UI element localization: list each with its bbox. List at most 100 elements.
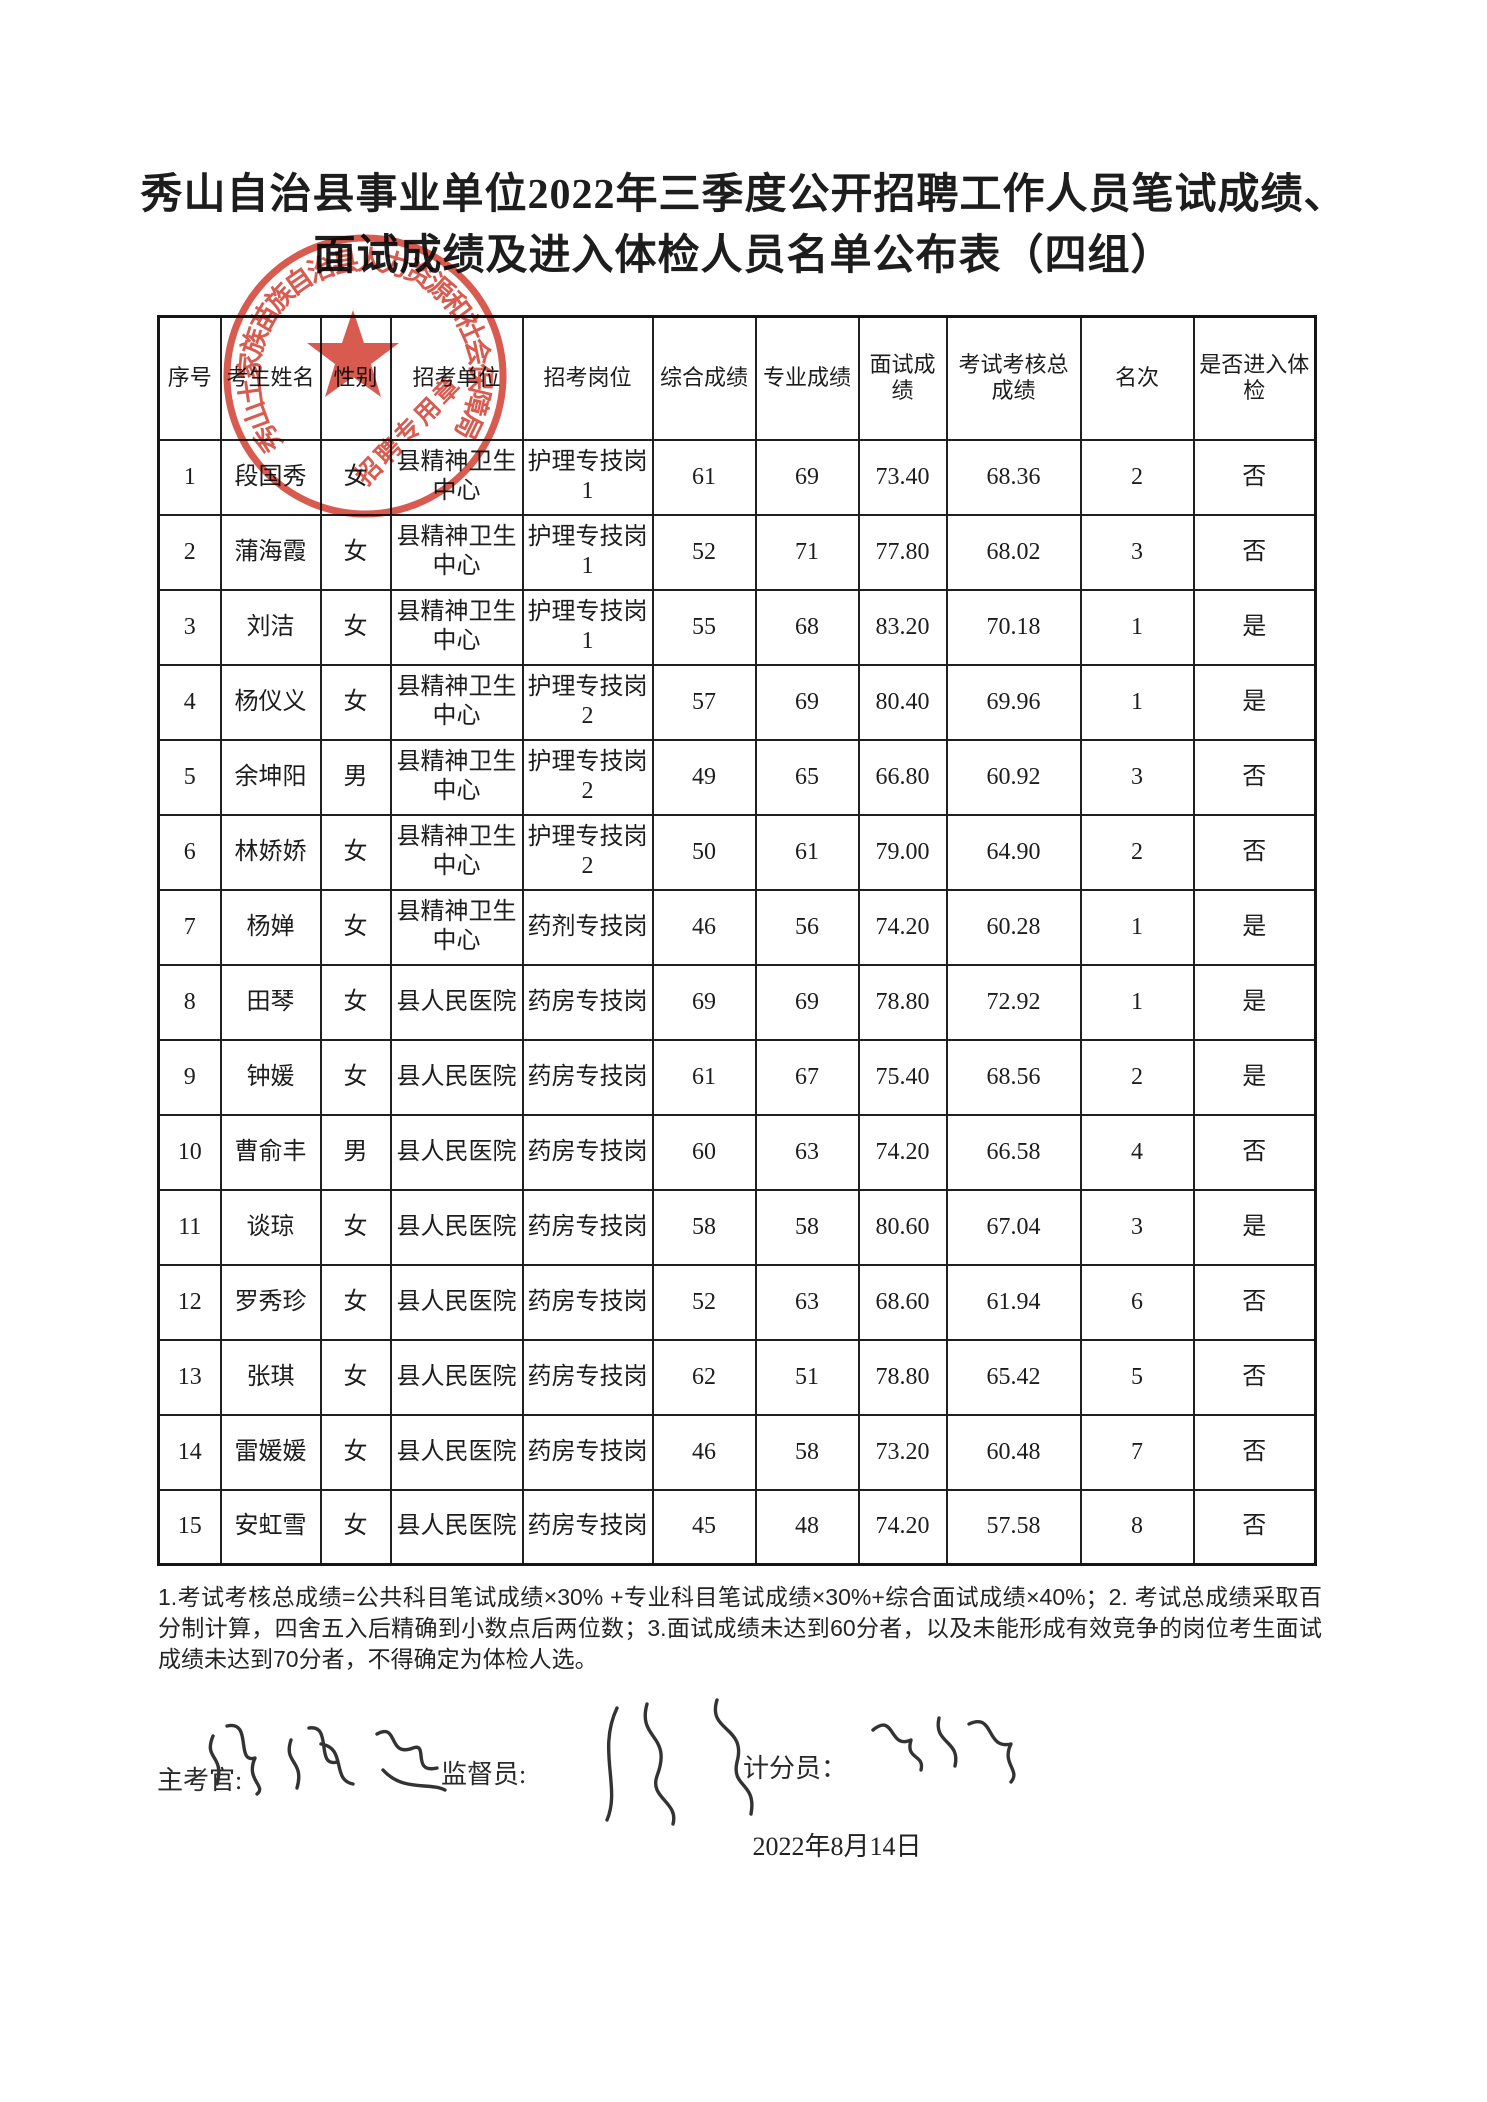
cell-recruiting-position: 护理专技岗1: [521, 513, 654, 591]
official-seal-stamp: 秀山土家族苗族自治县人力资源和社会保障局 招聘专用章: [223, 234, 507, 518]
column-header-interview-score: 面试成绩: [857, 315, 948, 441]
cell-gender: 女: [319, 1038, 392, 1116]
table-row: 6 林娇娇女县精神卫生中心 护理专技岗2 50 61 79.00 64.90 2 否: [157, 813, 1317, 891]
column-header-rank: 名次: [1079, 315, 1195, 441]
cell-gender: 女: [319, 1488, 392, 1566]
cell-interview-score: 80.60: [857, 1188, 948, 1266]
cell-candidate-name: 雷媛媛: [219, 1413, 322, 1491]
cell-gender: 女: [319, 888, 392, 966]
cell-rank: 3: [1079, 738, 1195, 816]
chief-examiner-signature: [208, 1723, 447, 1796]
cell-index: 4: [157, 663, 222, 741]
cell-index: 10: [157, 1113, 222, 1191]
cell-recruiting-unit: 县人民医院: [389, 1338, 524, 1416]
cell-enter-physical-exam: 是: [1192, 588, 1317, 666]
table-row: 15 安虹雪女县人民医院 药房专技岗 45 48 74.20 57.58 8 否: [157, 1488, 1317, 1566]
cell-recruiting-position: 药房专技岗: [521, 1113, 654, 1191]
cell-interview-score: 79.00: [857, 813, 948, 891]
cell-comprehensive-score: 61: [651, 1038, 757, 1116]
cell-interview-score: 74.20: [857, 1113, 948, 1191]
cell-enter-physical-exam: 否: [1192, 1113, 1317, 1191]
cell-total-assessment-score: 64.90: [945, 813, 1082, 891]
seal-ring: [223, 234, 507, 518]
table-row: 7 杨婵女县精神卫生中心 药剂专技岗 46 56 74.20 60.28 1 是: [157, 888, 1317, 966]
chief-examiner-label: 主考官:: [157, 1766, 243, 1795]
cell-comprehensive-score: 49: [651, 738, 757, 816]
supervisor-label: 监督员:: [441, 1760, 527, 1789]
cell-recruiting-position: 药房专技岗: [521, 1263, 654, 1341]
signature-area: 主考官: 监督员: 计分员：: [157, 1688, 1327, 1858]
cell-candidate-name: 蒲海霞: [219, 513, 322, 591]
cell-comprehensive-score: 61: [651, 438, 757, 516]
cell-recruiting-position: 药房专技岗: [521, 963, 654, 1041]
cell-rank: 7: [1079, 1413, 1195, 1491]
cell-rank: 1: [1079, 963, 1195, 1041]
page-title-line1: 秀山自治县事业单位2022年三季度公开招聘工作人员笔试成绩、: [140, 172, 1347, 218]
cell-total-assessment-score: 70.18: [945, 588, 1082, 666]
cell-gender: 女: [319, 963, 392, 1041]
table-row: 14 雷媛媛女县人民医院 药房专技岗 46 58 73.20 60.48 7 否: [157, 1413, 1317, 1491]
table-row: 2 蒲海霞女县精神卫生中心 护理专技岗1 52 71 77.80 68.02 3 否: [157, 513, 1317, 591]
table-header-row: 序号考生姓名性别招考单位招考岗位综合成绩专业成绩面试成绩考试考核总成绩名次是否进…: [157, 315, 1317, 441]
cell-comprehensive-score: 55: [651, 588, 757, 666]
cell-recruiting-unit: 县人民医院: [389, 1188, 524, 1266]
cell-index: 1: [157, 438, 222, 516]
cell-gender: 女: [319, 1188, 392, 1266]
cell-professional-score: 63: [754, 1263, 860, 1341]
cell-professional-score: 69: [754, 963, 860, 1041]
cell-interview-score: 83.20: [857, 588, 948, 666]
cell-enter-physical-exam: 是: [1192, 1038, 1317, 1116]
cell-total-assessment-score: 69.96: [945, 663, 1082, 741]
cell-candidate-name: 张琪: [219, 1338, 322, 1416]
cell-comprehensive-score: 46: [651, 1413, 757, 1491]
cell-rank: 1: [1079, 888, 1195, 966]
table-row: 12 罗秀珍女县人民医院 药房专技岗 52 63 68.60 61.94 6 否: [157, 1263, 1317, 1341]
table-row: 5 余坤阳男县精神卫生中心 护理专技岗2 49 65 66.80 60.92 3 否: [157, 738, 1317, 816]
cell-total-assessment-score: 68.02: [945, 513, 1082, 591]
cell-rank: 2: [1079, 1038, 1195, 1116]
cell-rank: 1: [1079, 588, 1195, 666]
cell-enter-physical-exam: 是: [1192, 663, 1317, 741]
cell-enter-physical-exam: 是: [1192, 888, 1317, 966]
cell-interview-score: 78.80: [857, 963, 948, 1041]
cell-total-assessment-score: 65.42: [945, 1338, 1082, 1416]
cell-candidate-name: 田琴: [219, 963, 322, 1041]
scorer-signature: [871, 1716, 1016, 1784]
cell-interview-score: 75.40: [857, 1038, 948, 1116]
cell-rank: 2: [1079, 813, 1195, 891]
cell-gender: 女: [319, 588, 392, 666]
table-row: 11 谈琼女县人民医院 药房专技岗 58 58 80.60 67.04 3 是: [157, 1188, 1317, 1266]
cell-candidate-name: 曹俞丰: [219, 1113, 322, 1191]
cell-recruiting-unit: 县人民医院: [389, 1488, 524, 1566]
cell-professional-score: 58: [754, 1188, 860, 1266]
cell-interview-score: 73.20: [857, 1413, 948, 1491]
cell-interview-score: 74.20: [857, 888, 948, 966]
cell-gender: 女: [319, 663, 392, 741]
cell-rank: 3: [1079, 1188, 1195, 1266]
cell-candidate-name: 安虹雪: [219, 1488, 322, 1566]
cell-professional-score: 63: [754, 1113, 860, 1191]
column-header-professional-score: 专业成绩: [754, 315, 860, 441]
cell-candidate-name: 林娇娇: [219, 813, 322, 891]
cell-recruiting-position: 护理专技岗2: [521, 663, 654, 741]
cell-total-assessment-score: 67.04: [945, 1188, 1082, 1266]
cell-enter-physical-exam: 否: [1192, 1263, 1317, 1341]
table-header: 序号考生姓名性别招考单位招考岗位综合成绩专业成绩面试成绩考试考核总成绩名次是否进…: [157, 315, 1317, 441]
cell-recruiting-unit: 县精神卫生中心: [389, 513, 524, 591]
cell-rank: 5: [1079, 1338, 1195, 1416]
cell-index: 8: [157, 963, 222, 1041]
column-header-index: 序号: [157, 315, 222, 441]
cell-comprehensive-score: 69: [651, 963, 757, 1041]
cell-professional-score: 48: [754, 1488, 860, 1566]
cell-index: 9: [157, 1038, 222, 1116]
cell-recruiting-position: 药房专技岗: [521, 1338, 654, 1416]
document-date: 2022年8月14日: [752, 1832, 922, 1861]
cell-gender: 男: [319, 1113, 392, 1191]
cell-professional-score: 67: [754, 1038, 860, 1116]
cell-recruiting-position: 药房专技岗: [521, 1038, 654, 1116]
table-row: 9 钟媛女县人民医院 药房专技岗 61 67 75.40 68.56 2 是: [157, 1038, 1317, 1116]
results-table-body: 1 段国秀女县精神卫生中心 护理专技岗1 61 69 73.40 68.36 2 否 2 蒲海霞女县…: [157, 438, 1317, 1566]
table-row: 8 田琴女县人民医院 药房专技岗 69 69 78.80 72.92 1 是: [157, 963, 1317, 1041]
cell-index: 7: [157, 888, 222, 966]
cell-recruiting-unit: 县精神卫生中心: [389, 813, 524, 891]
